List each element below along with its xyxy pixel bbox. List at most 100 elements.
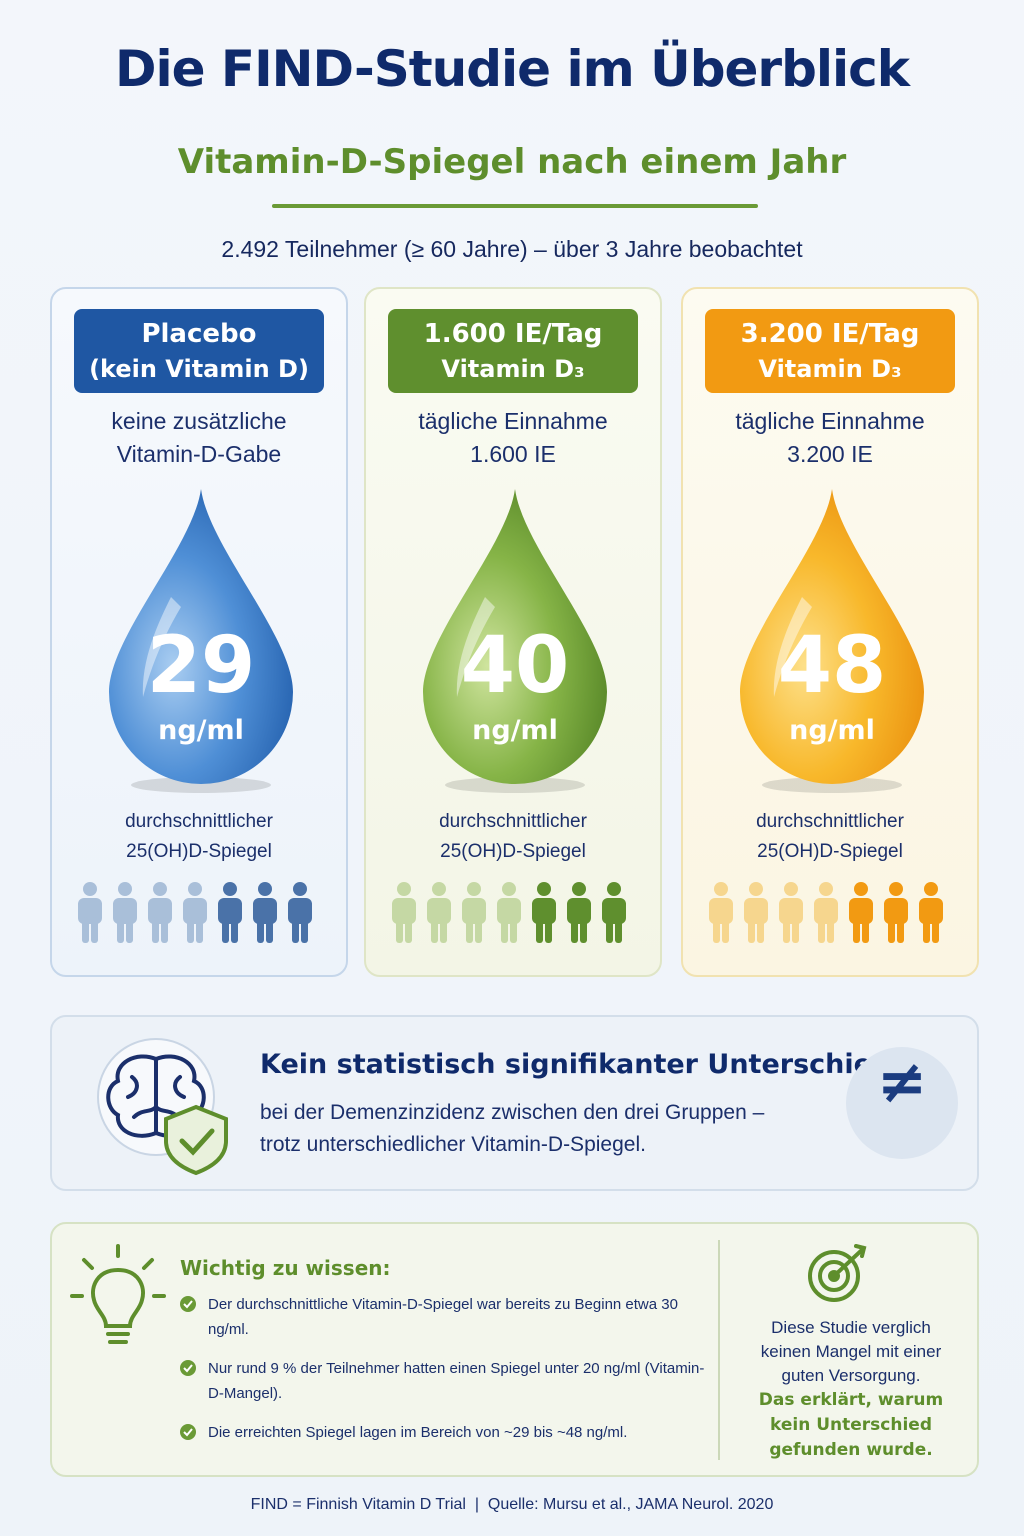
head <box>819 882 833 896</box>
leg <box>196 917 203 943</box>
body <box>884 898 908 924</box>
body <box>602 898 626 924</box>
body <box>709 898 733 924</box>
unit: ng/ml <box>158 715 244 746</box>
leg <box>475 917 482 943</box>
leg <box>615 917 622 943</box>
person-icon <box>602 882 626 943</box>
level-line: 25(OH)D-Spiegel <box>757 841 903 862</box>
head <box>188 882 202 896</box>
label-line: 3.200 IE/Tag <box>740 319 920 349</box>
leg <box>536 917 543 943</box>
subtitle: Vitamin-D-Spiegel nach einem Jahr <box>177 142 847 182</box>
head <box>784 882 798 896</box>
body <box>113 898 137 924</box>
leg <box>923 917 930 943</box>
person-icon <box>849 882 873 943</box>
leg <box>431 917 438 943</box>
drop-highlight <box>142 597 181 697</box>
check-icon <box>180 1424 196 1440</box>
body <box>497 898 521 924</box>
body <box>392 898 416 924</box>
body <box>288 898 312 924</box>
group-description: tägliche Einnahme 3.200 IE <box>683 405 977 471</box>
value: 40 <box>461 621 570 711</box>
person-icon <box>392 882 416 943</box>
description-line: 3.200 IE <box>787 441 873 467</box>
description-line: Vitamin-D-Gabe <box>116 441 282 467</box>
footer: FIND = Finnish Vitamin D Trial | Quelle:… <box>250 1496 774 1513</box>
leg <box>466 917 473 943</box>
body <box>744 898 768 924</box>
leg <box>266 917 273 943</box>
head <box>83 882 97 896</box>
note-text: Der durchschnittliche Vitamin-D-Spiegel … <box>208 1296 678 1338</box>
head <box>854 882 868 896</box>
leg <box>897 917 904 943</box>
head <box>502 882 516 896</box>
notes-heading: Wichtig zu wissen: <box>180 1256 391 1280</box>
description-line: keine zusätzliche <box>111 408 287 434</box>
leg <box>757 917 764 943</box>
body <box>779 898 803 924</box>
description-line: tägliche Einnahme <box>418 408 608 434</box>
leg <box>501 917 508 943</box>
note-text: Die erreichten Spiegel lagen im Bereich … <box>208 1424 628 1441</box>
group-card: Placebo (kein Vitamin D) keine zusätzliche… <box>50 287 348 977</box>
head <box>432 882 446 896</box>
level-line: durchschnittlicher <box>439 811 587 832</box>
leg <box>396 917 403 943</box>
value: 48 <box>778 621 887 711</box>
level-label: durchschnittlicher 25(OH)D-Spiegel <box>683 807 977 867</box>
side-emphasis: Das erklärt, warum kein Unterschied gefu… <box>758 1390 944 1460</box>
body <box>218 898 242 924</box>
leg <box>932 917 939 943</box>
person-icon <box>148 882 172 943</box>
drop-shape <box>740 489 924 784</box>
note-item: Nur rund 9 % der Teilnehmer hatten einen… <box>180 1356 710 1406</box>
drop: 40 ng/ml <box>423 489 607 793</box>
person-icon <box>884 882 908 943</box>
check-icon <box>180 1296 196 1312</box>
note-text: Nur rund 9 % der Teilnehmer hatten einen… <box>208 1360 705 1402</box>
leg <box>301 917 308 943</box>
person-icon <box>497 882 521 943</box>
head <box>889 882 903 896</box>
label-line: Vitamin D₃ <box>441 355 585 383</box>
note-item: Die erreichten Spiegel lagen im Bereich … <box>180 1420 710 1445</box>
leg <box>792 917 799 943</box>
head <box>714 882 728 896</box>
person-icon <box>427 882 451 943</box>
head <box>467 882 481 896</box>
head <box>607 882 621 896</box>
divider <box>272 204 758 208</box>
label-line: Placebo <box>141 319 257 349</box>
body <box>427 898 451 924</box>
notes-box: Wichtig zu wissen: Der durchschnittliche… <box>50 1222 979 1477</box>
leg <box>257 917 264 943</box>
leg <box>91 917 98 943</box>
drop-shadow <box>762 777 902 793</box>
leg <box>722 917 729 943</box>
leg <box>818 917 825 943</box>
participants: 2.492 Teilnehmer (≥ 60 Jahre) – über 3 J… <box>221 236 803 262</box>
body <box>919 898 943 924</box>
leg <box>580 917 587 943</box>
group-label: 3.200 IE/Tag Vitamin D₃ <box>705 309 955 393</box>
person-icon <box>709 882 733 943</box>
head <box>258 882 272 896</box>
title: Die FIND-Studie im Überblick <box>114 40 910 98</box>
head <box>924 882 938 896</box>
head <box>118 882 132 896</box>
drop-shape <box>423 489 607 784</box>
level-line: 25(OH)D-Spiegel <box>440 841 586 862</box>
body <box>532 898 556 924</box>
level-line: 25(OH)D-Spiegel <box>126 841 272 862</box>
person-icon <box>919 882 943 943</box>
leg <box>187 917 194 943</box>
leg <box>510 917 517 943</box>
leg <box>783 917 790 943</box>
finding-line: trotz unterschiedlicher Vitamin-D-Spiege… <box>260 1133 646 1156</box>
head <box>397 882 411 896</box>
